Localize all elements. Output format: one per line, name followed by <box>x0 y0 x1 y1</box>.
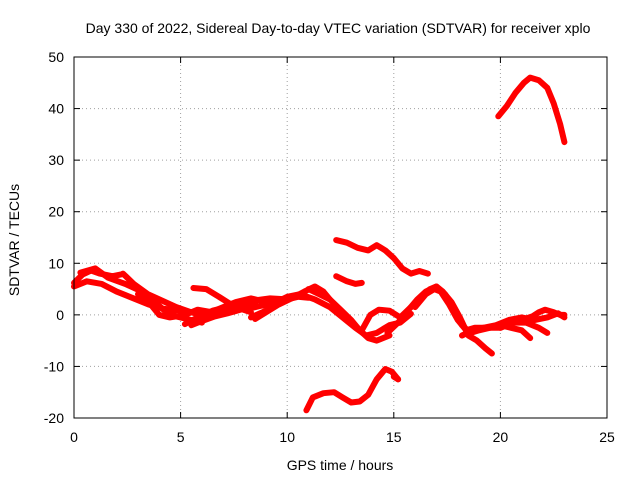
y-tick-label: -10 <box>44 358 64 374</box>
x-tick-label: 5 <box>177 429 185 445</box>
series-line-arc-21 <box>303 366 402 414</box>
x-tick-label: 0 <box>70 429 78 445</box>
y-tick-label: 10 <box>48 255 64 271</box>
series-line-arc-13 <box>333 273 365 287</box>
x-tick-label: 15 <box>386 429 402 445</box>
chart-title: Day 330 of 2022, Sidereal Day-to-day VTE… <box>86 20 591 36</box>
axis-ticks: 0 5 10 15 20 25 -20 -10 0 10 20 30 40 50 <box>44 49 615 445</box>
x-tick-label: 10 <box>279 429 295 445</box>
x-axis-label: GPS time / hours <box>287 457 394 473</box>
y-tick-label: 0 <box>56 307 64 323</box>
series-line-arc-22 <box>390 373 402 383</box>
series-line-arc-12 <box>305 286 393 344</box>
series-line-arc-20 <box>495 74 568 146</box>
series-line-arc-14 <box>333 237 431 277</box>
series-line-arc-11 <box>248 291 414 339</box>
y-tick-label: 40 <box>48 101 64 117</box>
y-tick-label: 30 <box>48 152 64 168</box>
plot-frame <box>73 56 608 419</box>
y-tick-label: -20 <box>44 410 64 426</box>
y-tick-label: 50 <box>48 49 64 65</box>
grid-lines <box>74 57 607 418</box>
series-line-arc-19 <box>497 306 568 331</box>
x-tick-label: 25 <box>599 429 615 445</box>
series-line-arc-16 <box>384 283 534 342</box>
data-series <box>71 74 568 414</box>
y-tick-label: 20 <box>48 204 64 220</box>
y-axis-label: SDTVAR / TECUs <box>6 184 22 296</box>
series-line-arc-8 <box>188 295 291 329</box>
series-line-arc-2 <box>71 278 195 316</box>
x-tick-label: 20 <box>493 429 509 445</box>
